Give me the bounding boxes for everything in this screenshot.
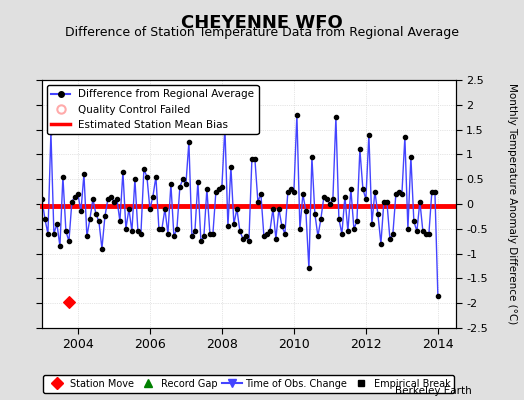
Text: Difference of Station Temperature Data from Regional Average: Difference of Station Temperature Data f… <box>65 26 459 39</box>
Point <box>65 298 73 305</box>
Legend: Station Move, Record Gap, Time of Obs. Change, Empirical Break: Station Move, Record Gap, Time of Obs. C… <box>43 375 454 392</box>
Text: Berkeley Earth: Berkeley Earth <box>395 386 472 396</box>
Y-axis label: Monthly Temperature Anomaly Difference (°C): Monthly Temperature Anomaly Difference (… <box>507 83 518 325</box>
Text: CHEYENNE WFO: CHEYENNE WFO <box>181 14 343 32</box>
